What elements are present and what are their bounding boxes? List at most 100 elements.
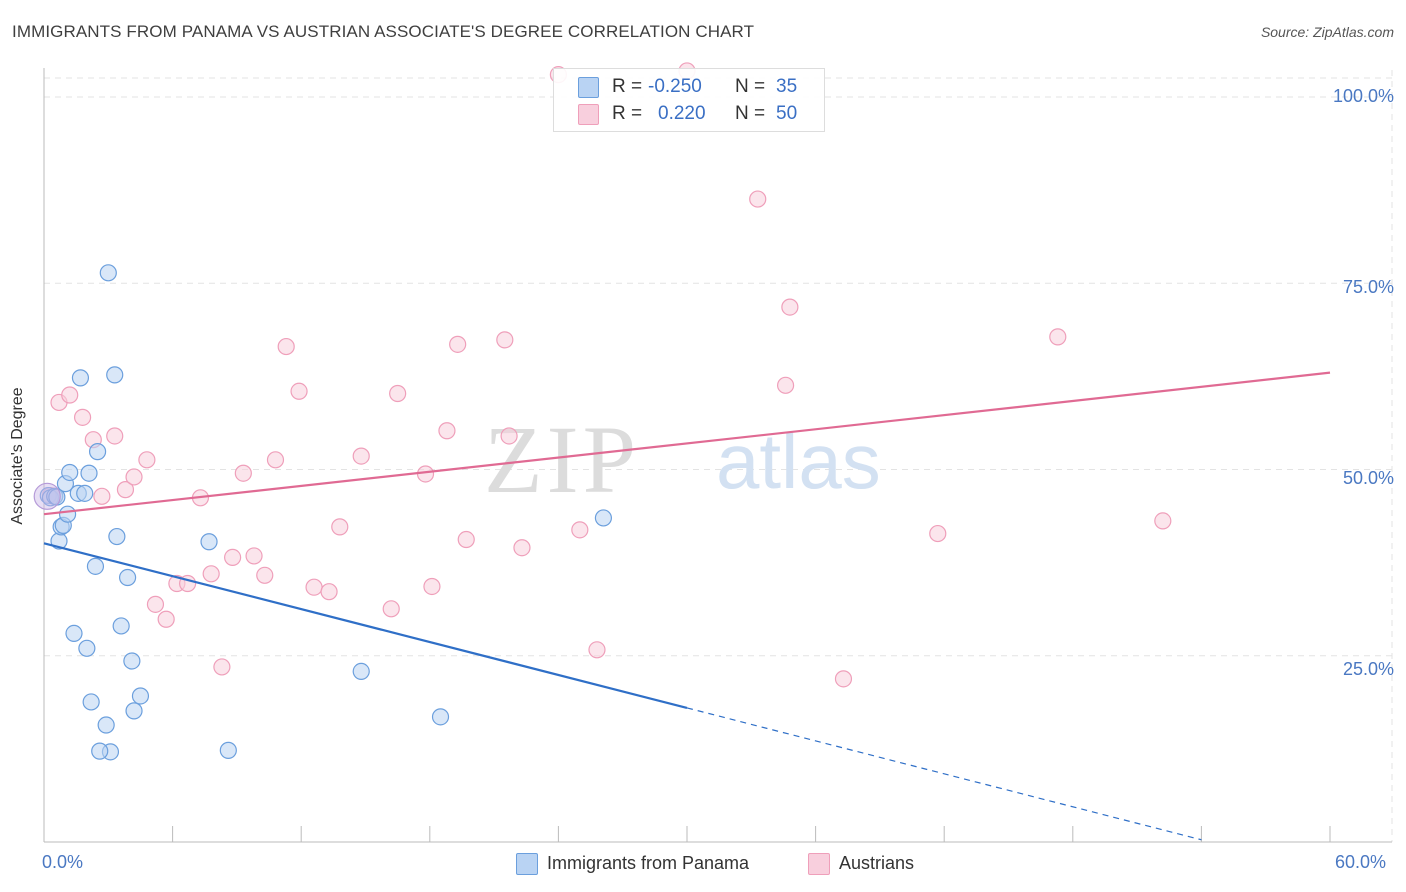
data-point — [929, 524, 947, 543]
data-point — [76, 484, 94, 502]
legend-r-label: R = — [612, 103, 643, 124]
trend-line-1 — [43, 371, 1331, 516]
austrians-points — [41, 62, 1172, 688]
trend-line-0 — [43, 542, 688, 709]
data-point — [1049, 328, 1067, 346]
y-axis-label: Associate's Degree — [9, 387, 26, 525]
trend-lines — [43, 371, 1331, 841]
y-tick-25: 25.0% — [1342, 659, 1394, 679]
y-tick-100: 100.0% — [1332, 86, 1394, 106]
data-point — [200, 533, 218, 551]
data-point — [266, 451, 285, 469]
data-point — [513, 539, 531, 557]
data-point — [108, 527, 126, 546]
data-point — [305, 578, 323, 596]
legend-n-label: N = — [735, 103, 766, 124]
data-point — [320, 583, 338, 601]
data-point — [61, 386, 79, 404]
data-point — [423, 577, 441, 596]
data-point — [106, 366, 124, 384]
data-point — [157, 610, 175, 628]
data-point — [125, 702, 143, 720]
data-point — [82, 693, 100, 711]
data-point — [749, 190, 767, 208]
data-point — [118, 568, 137, 587]
data-point — [73, 408, 92, 426]
legend-r-value: -0.250 — [648, 76, 702, 97]
data-point — [123, 652, 141, 670]
data-point — [594, 509, 613, 527]
data-point — [131, 687, 150, 705]
data-point — [1154, 512, 1172, 530]
data-point — [431, 708, 450, 726]
data-point — [496, 331, 514, 349]
data-point — [138, 451, 156, 469]
data-point — [33, 482, 61, 510]
data-point — [99, 264, 117, 282]
data-point — [352, 447, 370, 465]
data-point — [416, 465, 435, 483]
data-point — [116, 481, 135, 499]
data-point — [245, 547, 263, 565]
data-point — [112, 617, 130, 635]
data-point — [277, 337, 295, 356]
series-swatch-panama — [516, 853, 538, 875]
legend-r-value: 0.220 — [658, 103, 706, 124]
trend-line-dashed-0 — [686, 707, 1202, 841]
data-point — [224, 548, 242, 567]
series-swatch-austrians — [808, 853, 830, 875]
series-name-panama: Immigrants from Panama — [547, 853, 750, 873]
data-point — [776, 376, 795, 394]
data-point — [93, 487, 111, 505]
data-point — [389, 384, 407, 403]
data-point — [500, 427, 518, 445]
data-point — [88, 443, 107, 461]
legend-swatch-panama — [578, 77, 599, 98]
x-tick-max: 60.0% — [1335, 852, 1387, 872]
data-point — [438, 422, 456, 440]
data-point — [125, 468, 143, 486]
data-point — [80, 464, 98, 482]
y-tick-75: 75.0% — [1342, 277, 1394, 297]
data-point — [65, 624, 83, 643]
chart-title: IMMIGRANTS FROM PANAMA VS AUSTRIAN ASSOC… — [12, 22, 755, 41]
data-point — [213, 658, 231, 676]
grid-lines — [44, 70, 1393, 842]
data-point — [352, 662, 370, 680]
axes — [43, 68, 1392, 843]
data-point — [571, 521, 589, 539]
data-point — [234, 464, 252, 482]
stats-legend: R = -0.250 N = 35 R = 0.220 N = 50 — [553, 68, 825, 132]
data-point — [78, 639, 96, 657]
source-label: Source: ZipAtlas.com — [1260, 24, 1394, 40]
data-point — [86, 557, 105, 575]
data-point — [382, 600, 400, 618]
data-point — [91, 742, 109, 760]
data-point — [97, 716, 115, 734]
legend-swatch-austrians — [578, 104, 599, 125]
legend-n-value: 35 — [776, 76, 798, 97]
data-point — [61, 463, 79, 482]
legend-n-value: 50 — [776, 103, 798, 124]
data-point — [202, 565, 220, 583]
data-point — [834, 670, 853, 688]
data-point — [146, 595, 165, 613]
data-point — [71, 369, 90, 387]
data-point — [256, 566, 274, 584]
watermark-zip: ZIP — [484, 406, 640, 513]
data-point — [781, 298, 799, 316]
legend-r-label: R = — [612, 76, 643, 97]
data-point — [457, 530, 475, 549]
data-point — [588, 641, 606, 659]
legend-n-label: N = — [735, 76, 766, 97]
data-point — [449, 335, 467, 353]
data-point — [58, 505, 77, 523]
panama-points — [33, 264, 613, 761]
data-point — [331, 518, 349, 536]
data-point — [106, 427, 124, 445]
x-tick-min: 0.0% — [42, 852, 84, 872]
data-point — [290, 382, 308, 400]
y-tick-50: 50.0% — [1342, 468, 1394, 488]
data-point — [219, 741, 237, 759]
